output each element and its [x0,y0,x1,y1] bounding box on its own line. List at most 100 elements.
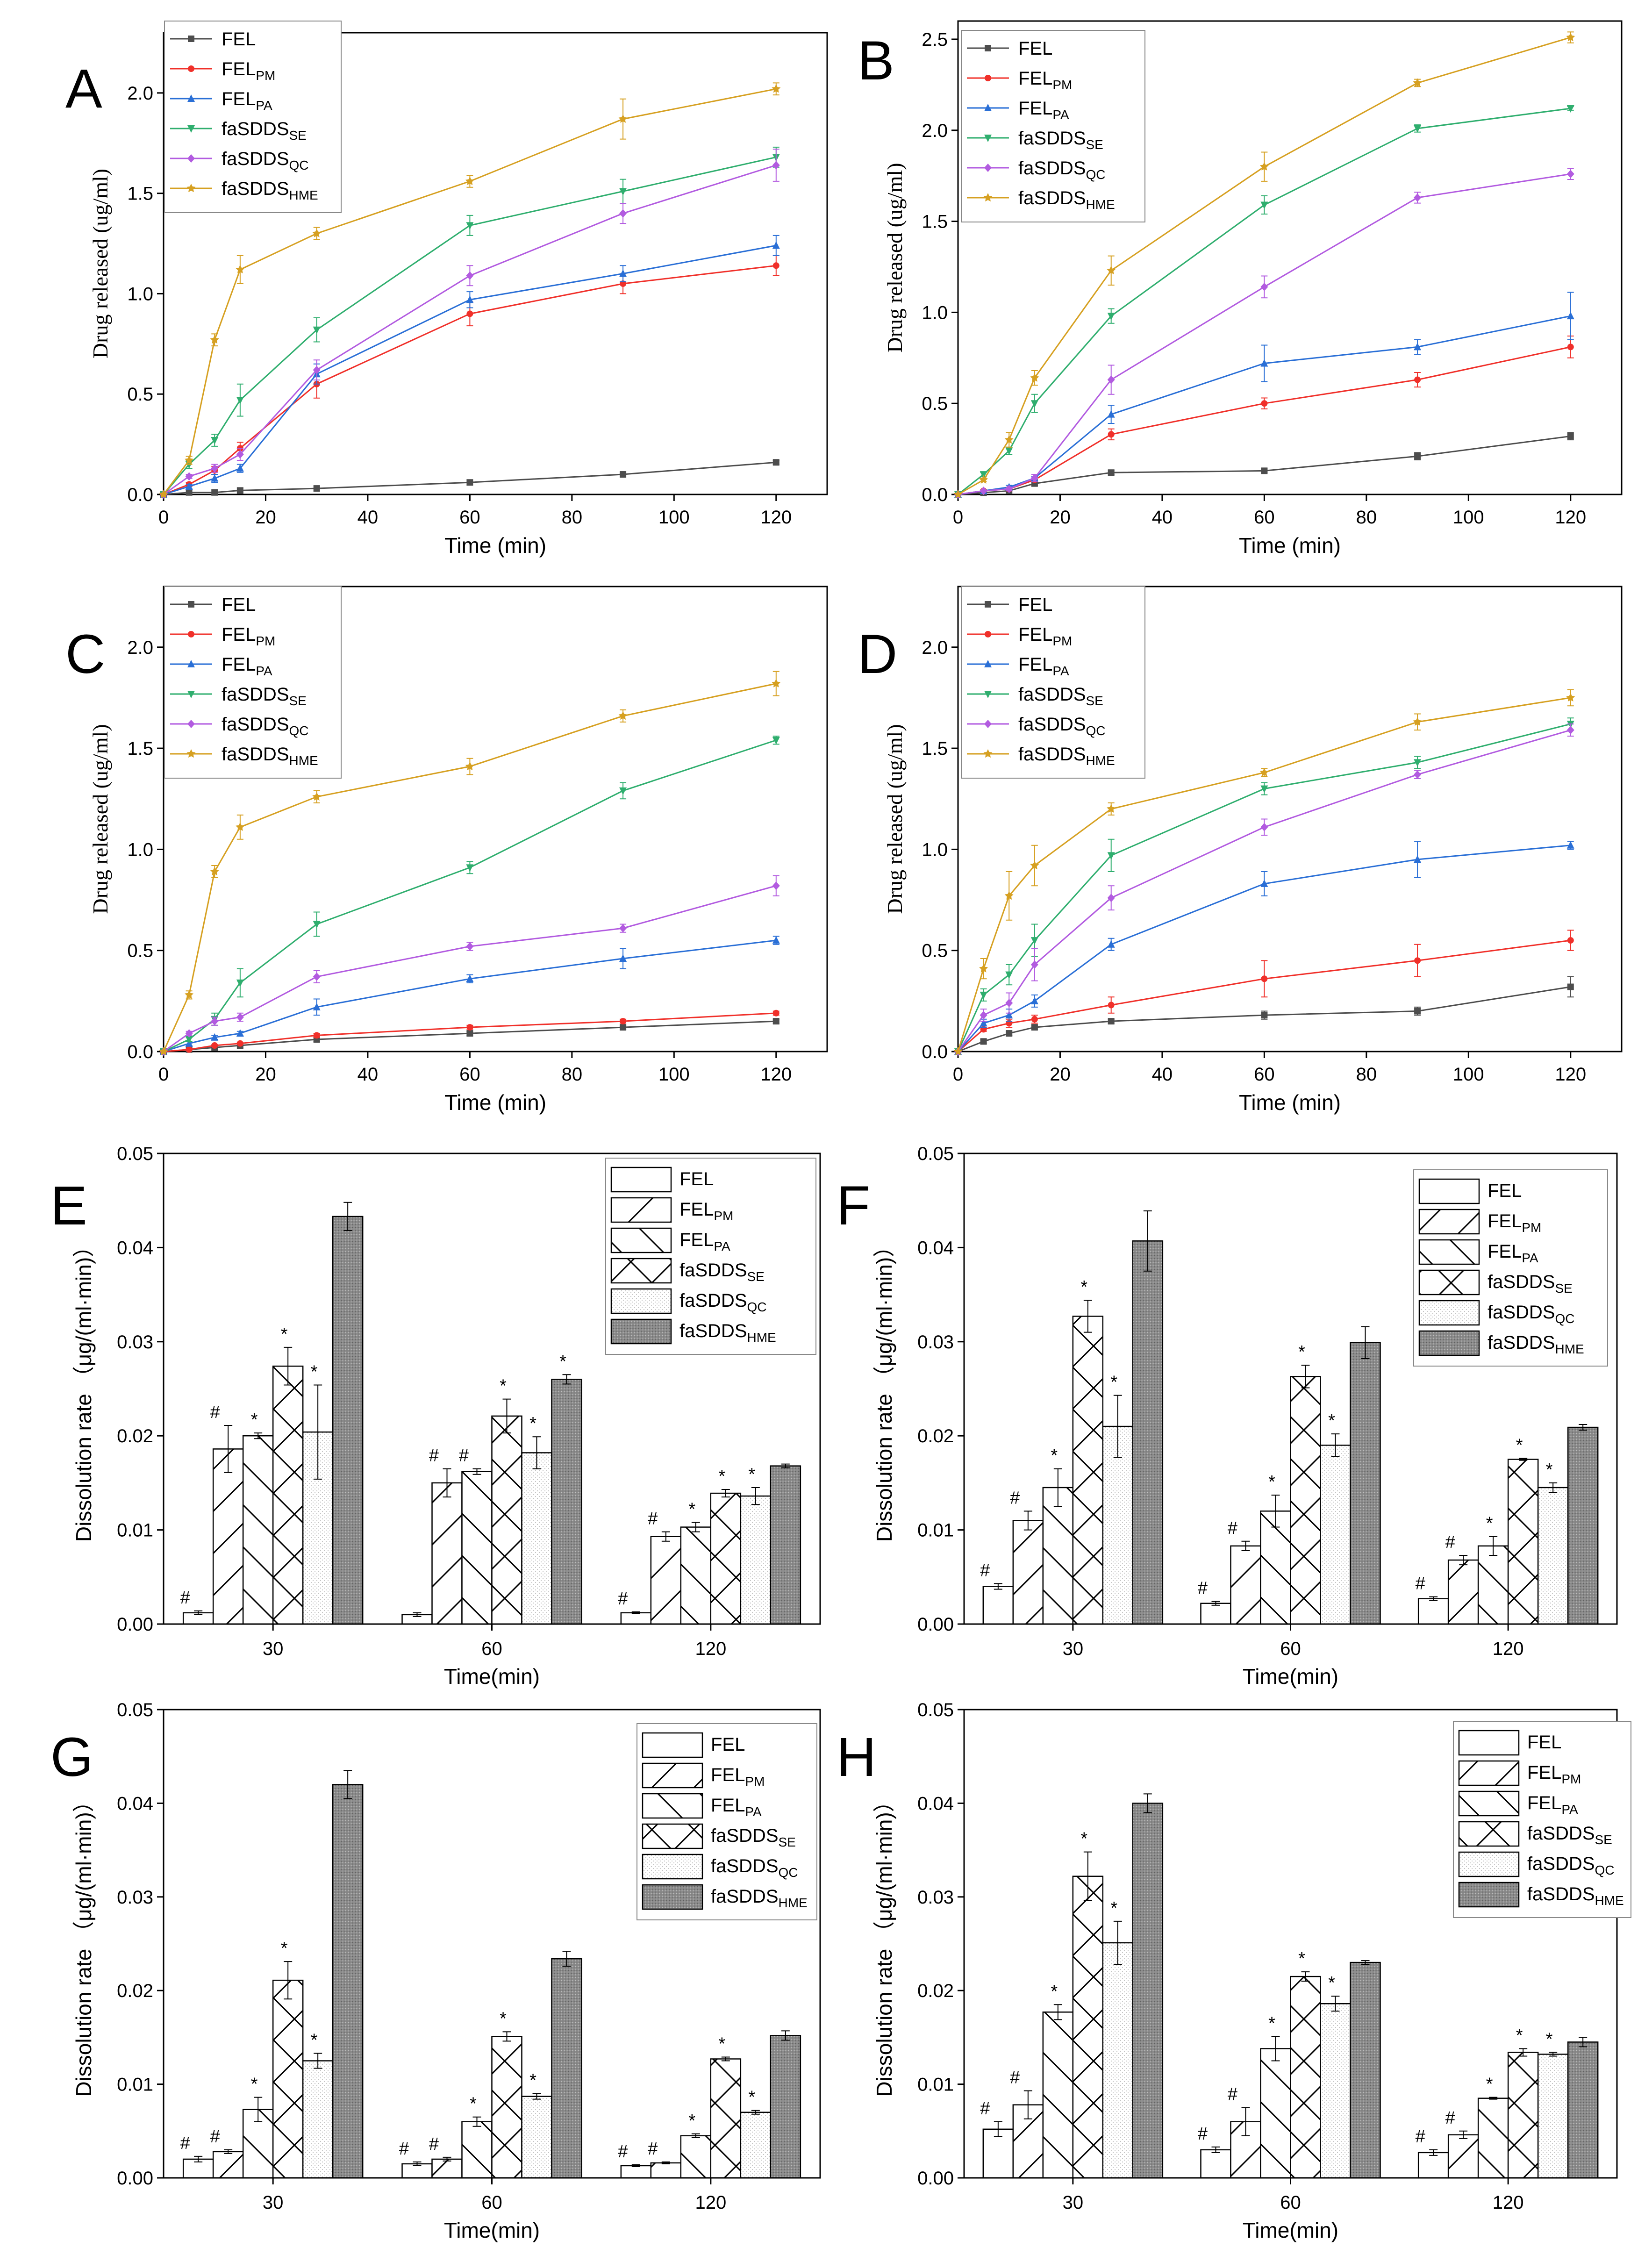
data-point [1414,855,1422,863]
error-bar [1361,1960,1370,1965]
y-tick-label: 0.05 [917,1700,954,1720]
bar [1200,1603,1231,1625]
x-tick-label: 100 [658,1064,690,1085]
series-line [957,845,1571,1052]
y-tick-label: 0.01 [117,1520,153,1541]
series-fasdds-qc [954,168,1574,499]
legend-label: faSDDSHME [1527,1884,1624,1908]
data-point [1260,879,1268,887]
legend-marker [985,45,991,51]
data-point [465,762,474,771]
bar-series-fasdds-se: * * * [272,1324,742,1625]
data-point [466,310,473,317]
bar [650,2162,682,2179]
data-point [1414,1008,1421,1015]
significance-mark: * [1051,1982,1058,2001]
bar [982,1586,1014,1625]
x-tick-label: 120 [760,507,792,528]
data-point [1107,804,1116,813]
data-point [211,474,219,482]
data-point [1030,473,1038,482]
significance-mark: * [1328,1973,1335,1993]
legend-swatch [1418,1209,1480,1235]
data-point [186,1046,193,1053]
data-point [1005,1011,1013,1019]
legend-label: faSDDSSE [1488,1272,1573,1296]
data-point [1259,162,1269,171]
bar [491,2036,522,2179]
series-line [163,156,777,495]
data-point [1030,400,1038,408]
y-tick-label: 1.0 [127,284,153,304]
data-point [1414,193,1422,202]
data-point [1414,957,1421,964]
data-point [979,475,988,484]
data-point [953,490,963,499]
legend-marker [984,720,992,728]
data-point [1108,469,1115,476]
legend-marker [187,691,195,698]
significance-mark: # [980,2099,990,2119]
data-point [466,1024,473,1031]
bar [332,1784,364,2179]
data-point [619,954,627,962]
y-tick-label: 0.5 [922,941,948,961]
x-axis-title: Time (min) [1239,1090,1341,1115]
error-bar [562,1374,571,1385]
error-bar [1459,2130,1468,2139]
data-point [1566,33,1575,42]
legend-label: faSDDSQC [679,1290,767,1314]
data-point [1260,785,1268,793]
bar-series-fasdds-hme [1132,1793,1599,2179]
bar [551,1379,582,1625]
error-bar [254,1432,263,1439]
legend: FEL FELPM FELPA faSDDSSE faSDDSQC faSDDSHME [164,586,342,779]
legend-label: faSDDSHME [1018,744,1115,768]
series-fel [160,459,780,498]
data-point [1030,373,1039,382]
data-point [313,485,320,492]
significance-mark: * [1516,2026,1523,2045]
y-tick-label: 0.5 [922,394,948,414]
data-point [1413,717,1422,726]
y-axis-title: Dissolution rate （μg/(ml·min)） [872,1790,896,2097]
x-tick-label: 40 [358,1064,379,1085]
data-point [980,1038,987,1045]
x-tick-label: 60 [1254,507,1275,528]
legend-marker [983,193,993,202]
series-line [163,244,777,495]
data-point [466,974,474,982]
legend-swatch [1458,1790,1520,1817]
bar [1072,1316,1104,1625]
bar [770,1465,801,1625]
series-line [958,939,1571,1052]
bar [1417,2152,1449,2179]
bar [1507,2052,1539,2179]
bar [272,1979,304,2179]
legend-swatch [1458,1882,1520,1908]
legend-swatch [610,1227,672,1253]
series-fasdds-qc [160,149,780,499]
significance-mark: * [1328,1411,1335,1431]
x-tick-label: 60 [481,1639,502,1659]
bar [1230,1545,1261,1625]
y-tick-label: 0.03 [917,1887,954,1908]
error-bar [1301,1365,1310,1389]
significance-mark: # [429,2134,439,2154]
error-bar [781,2030,790,2041]
legend-label: faSDDSQC [1018,158,1106,182]
error-bar [1549,2052,1558,2057]
bar [431,2158,463,2179]
legend-label: FELPM [222,624,275,648]
error-bar [413,2161,422,2166]
y-tick-label: 0.02 [117,1426,153,1446]
data-point [772,459,780,466]
data-point [211,464,219,473]
significance-mark: * [470,2094,477,2114]
error-bar [1271,2036,1280,2062]
legend-label: FELPM [222,59,275,83]
bar-series-fasdds-se: * * * [1072,1277,1539,1625]
data-point [236,487,243,494]
series-line [958,986,1571,1052]
bar [1447,1559,1479,1625]
